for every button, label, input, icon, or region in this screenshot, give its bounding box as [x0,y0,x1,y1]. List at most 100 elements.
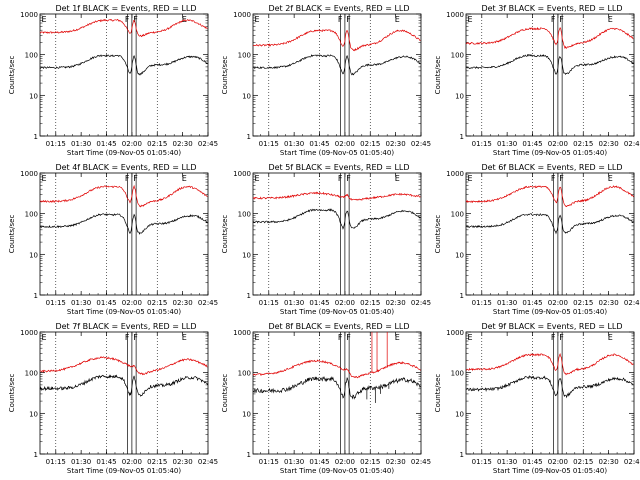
y-tick-label: 1 [247,133,251,141]
y-tick-label: 100 [25,211,38,219]
marker-letter: F [346,333,351,342]
x-tick-label: 02:45 [198,299,218,307]
x-tick-label: 02:45 [198,140,218,148]
panel-title: Det 2f BLACK = Events, RED = LLD [268,4,409,13]
panel-title: Det 8f BLACK = Events, RED = LLD [268,322,409,331]
x-tick-label: 02:00 [122,140,142,148]
x-tick-label: 02:30 [599,458,619,466]
plot-frame [39,331,209,455]
marker-letter: F [346,15,351,24]
marker-letter: F [559,15,564,24]
x-tick-label: 02:45 [624,299,640,307]
x-tick-label: 02:15 [147,140,167,148]
y-axis-label: Counts/sec [221,56,229,95]
marker-letter: F [338,174,343,183]
x-tick-label: 01:30 [71,299,91,307]
x-tick-label: 01:45 [309,140,329,148]
x-tick-label: 01:45 [309,458,329,466]
y-tick-label: 100 [25,370,38,378]
y-axis-label: Counts/sec [221,374,229,413]
y-axis-label: Counts/sec [434,56,442,95]
lld-series-line [39,18,208,38]
marker-letter: F [133,174,138,183]
marker-letter: E [254,15,259,24]
x-tick-label: 01:15 [472,299,492,307]
marker-letter: E [467,333,472,342]
marker-letter: F [559,174,564,183]
x-tick-label: 01:15 [46,140,66,148]
x-tick-label: 02:30 [173,140,193,148]
marker-letter: E [395,174,400,183]
x-tick-label: 02:00 [122,299,142,307]
y-tick-label: 1 [247,451,251,459]
x-tick-label: 02:30 [386,299,406,307]
events-series-line [39,213,208,235]
x-tick-label: 01:30 [71,458,91,466]
marker-letter: E [182,15,187,24]
y-axis-label: Counts/sec [8,374,16,413]
x-tick-label: 01:30 [497,140,517,148]
y-tick-label: 10 [29,251,38,259]
x-tick-label: 01:45 [96,458,116,466]
x-tick-label: 02:30 [173,299,193,307]
x-tick-label: 02:00 [335,299,355,307]
y-axis-label: Counts/sec [8,215,16,254]
x-tick-label: 01:15 [472,458,492,466]
y-axis-label: Counts/sec [8,56,16,95]
y-tick-label: 1000 [233,11,251,19]
marker-letter: E [182,174,187,183]
y-tick-label: 100 [451,370,464,378]
y-tick-label: 1000 [233,329,251,337]
y-tick-label: 10 [455,410,464,418]
x-tick-label: 02:45 [411,299,431,307]
y-tick-label: 10 [29,92,38,100]
y-tick-label: 10 [455,251,464,259]
marker-letter: F [551,333,556,342]
y-tick-label: 1 [460,451,464,459]
panel-9: Det 9f BLACK = Events, RED = LLD 1 10 100 10… [434,322,640,475]
y-tick-label: 1 [34,451,38,459]
y-tick-label: 1000 [446,329,464,337]
panel-5: Det 5f BLACK = Events, RED = LLD 1 10 100 10… [221,163,431,316]
events-series-line [465,375,634,399]
y-tick-label: 1000 [446,11,464,19]
x-tick-label: 02:30 [599,140,619,148]
y-tick-label: 100 [25,52,38,60]
marker-letter: F [125,174,130,183]
y-tick-label: 1000 [20,170,38,178]
panel-title: Det 1f BLACK = Events, RED = LLD [55,4,196,13]
x-axis-label: Start Time (09-Nov-05 01:05:40) [493,308,607,316]
events-series-line [252,54,421,76]
events-series-line [465,53,634,75]
y-tick-label: 100 [238,211,251,219]
x-tick-label: 02:15 [147,458,167,466]
x-tick-label: 02:15 [573,299,593,307]
lld-series-line [252,29,421,52]
x-tick-label: 01:15 [46,458,66,466]
marker-letter: E [254,333,259,342]
marker-letter: F [559,333,564,342]
x-tick-label: 02:00 [548,140,568,148]
x-tick-label: 01:15 [259,140,279,148]
x-tick-label: 01:15 [46,299,66,307]
x-axis-label: Start Time (09-Nov-05 01:05:40) [67,308,181,316]
x-tick-label: 01:45 [522,299,542,307]
panel-4: Det 4f BLACK = Events, RED = LLD 1 10 100 10… [8,163,218,316]
marker-letter: F [338,333,343,342]
panel-2: Det 2f BLACK = Events, RED = LLD 1 10 100 10… [221,4,431,157]
panel-6: Det 6f BLACK = Events, RED = LLD 1 10 100 10… [434,163,640,316]
panel-title: Det 9f BLACK = Events, RED = LLD [481,322,622,331]
x-tick-label: 02:45 [624,140,640,148]
y-axis-label: Counts/sec [221,215,229,254]
marker-letter: E [608,174,613,183]
panel-3: Det 3f BLACK = Events, RED = LLD 1 10 100 10… [434,4,640,157]
marker-letter: E [41,333,46,342]
y-tick-label: 10 [29,410,38,418]
plot-frame [39,13,209,137]
y-axis-label: Counts/sec [434,215,442,254]
x-tick-label: 02:30 [173,458,193,466]
x-tick-label: 01:30 [284,140,304,148]
lld-series-line [465,353,634,376]
x-axis-label: Start Time (09-Nov-05 01:05:40) [67,149,181,157]
marker-letter: E [395,15,400,24]
